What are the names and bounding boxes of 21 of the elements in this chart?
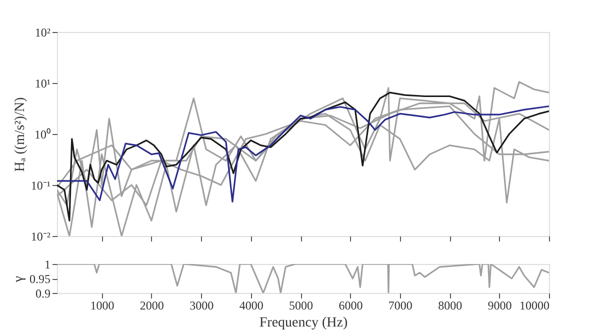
x-tick-label: 3000 <box>190 298 214 312</box>
x-tick-label: 5000 <box>289 298 314 312</box>
x-tick-label: 2000 <box>140 298 164 312</box>
y-axis-title: Hₐ ((m/s²)/N) <box>12 96 28 172</box>
y-tick-label: 10⁰ <box>34 128 50 142</box>
x-tick-label: 8000 <box>438 298 462 312</box>
y-tick-label: 10¹ <box>34 76 51 90</box>
x-tick-label: 1000 <box>90 298 114 312</box>
x-tick-label: 10000 <box>520 298 550 312</box>
y-tick-label: 10⁻¹ <box>30 178 51 192</box>
x-tick-label: 9000 <box>488 298 512 312</box>
y-axis-title: γ <box>12 276 26 284</box>
x-tick-label: 4000 <box>239 298 264 312</box>
x-axis-title: Frequency (Hz) <box>259 316 348 330</box>
x-tick-label: 6000 <box>338 298 363 312</box>
x-tick-label: 7000 <box>388 298 412 312</box>
y-tick-label: 10⁻² <box>30 230 51 244</box>
y-tick-label: 0.9 <box>36 286 50 300</box>
y-tick-label: 1 <box>44 258 50 272</box>
y-tick-label: 0.95 <box>30 272 50 286</box>
y-tick-label: 10² <box>34 26 51 40</box>
